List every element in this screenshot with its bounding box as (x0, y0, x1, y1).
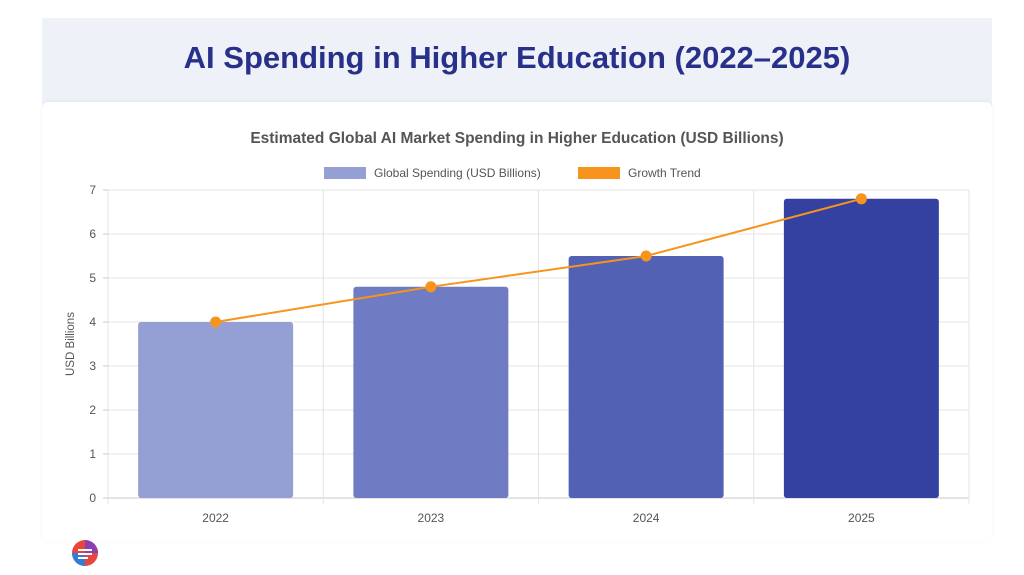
bar-series (138, 198, 939, 499)
y-axis-ticks: 0 1 2 3 4 5 6 7 (89, 183, 108, 505)
x-tick-label: 2024 (633, 511, 660, 525)
y-tick-label: 4 (89, 315, 96, 329)
trend-point-2022[interactable] (210, 316, 222, 328)
legend-swatch (324, 167, 366, 179)
y-tick-label: 5 (89, 271, 96, 285)
y-tick-label: 6 (89, 227, 96, 241)
trend-point-2023[interactable] (425, 281, 437, 293)
y-tick-label: 1 (89, 447, 96, 461)
chart-card: Estimated Global AI Market Spending in H… (42, 102, 992, 542)
y-tick-label: 3 (89, 359, 96, 373)
x-tick-label: 2022 (202, 511, 229, 525)
x-tick-label: 2025 (848, 511, 875, 525)
y-tick-label: 0 (89, 491, 96, 505)
legend-swatch (578, 167, 620, 179)
bar-2024[interactable] (568, 256, 724, 498)
legend-item-growth-trend[interactable]: Growth Trend (578, 166, 701, 180)
bar-2025[interactable] (783, 198, 939, 499)
y-tick-label: 2 (89, 403, 96, 417)
bar-2022[interactable] (138, 322, 294, 498)
x-axis-ticks: 2022 2023 2024 2025 (202, 511, 875, 525)
brand-logo-icon (70, 538, 100, 568)
growth-trend-line (215, 197, 862, 323)
x-tick-label: 2023 (418, 511, 445, 525)
trend-point-2024[interactable] (640, 250, 652, 262)
chart-svg: Estimated Global AI Market Spending in H… (65, 130, 970, 525)
chart-title: Estimated Global AI Market Spending in H… (250, 130, 783, 147)
slide-header: AI Spending in Higher Education (2022–20… (42, 18, 992, 108)
growth-trend-series (210, 193, 867, 328)
chart-legend: Global Spending (USD Billions) Growth Tre… (324, 166, 701, 180)
legend-item-global-spending[interactable]: Global Spending (USD Billions) (324, 166, 541, 180)
trend-point-2025[interactable] (855, 193, 867, 205)
legend-label: Global Spending (USD Billions) (374, 166, 541, 180)
y-axis-title: USD Billions (65, 312, 77, 376)
legend-label: Growth Trend (628, 166, 701, 180)
y-tick-label: 7 (89, 183, 96, 197)
slide-title: AI Spending in Higher Education (2022–20… (183, 40, 851, 75)
bar-2023[interactable] (353, 286, 509, 498)
